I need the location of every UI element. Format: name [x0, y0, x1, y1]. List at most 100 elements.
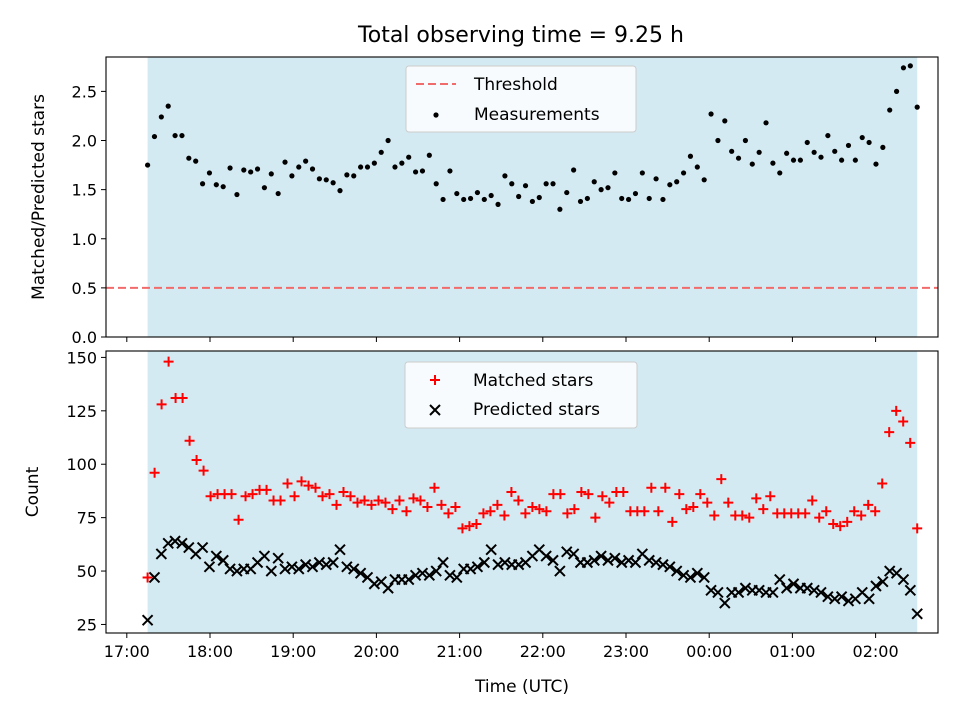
measurement-point — [364, 164, 371, 170]
predicted-star-point — [588, 554, 600, 567]
x-tick-label: 22:00 — [520, 642, 566, 661]
predicted-star-point — [677, 569, 690, 582]
legend: Matched stars Predicted stars — [404, 361, 638, 429]
matched-star-point — [457, 523, 468, 534]
x-tick-label: 20:00 — [353, 642, 399, 661]
predicted-star-point — [231, 565, 243, 577]
matched-star-point — [527, 501, 538, 512]
matched-star-point — [737, 510, 748, 521]
predicted-star-point — [279, 563, 291, 575]
matched-star-point — [177, 393, 188, 403]
measurement-point — [172, 132, 178, 139]
matched-star-point — [401, 506, 412, 517]
matched-star-point — [583, 489, 594, 500]
matched-star-point — [142, 572, 153, 583]
predicted-star-point — [829, 593, 841, 605]
predicted-star-point — [203, 561, 216, 573]
predicted-star-point — [478, 556, 491, 569]
matched-star-point — [436, 499, 447, 510]
measurement-point — [735, 155, 742, 161]
measurement-point — [385, 137, 391, 144]
predicted-star-point — [705, 584, 717, 596]
matched-star-point — [289, 491, 300, 502]
legend: Threshold Measurements — [405, 65, 637, 133]
measurement-point — [701, 177, 707, 183]
x-tick-label: 00:00 — [686, 642, 732, 661]
predicted-star-point — [863, 593, 875, 605]
matched-star-point — [639, 506, 650, 517]
predicted-star-point — [691, 567, 704, 579]
measurement-point — [151, 133, 158, 140]
measurement-point — [790, 157, 797, 163]
matched-star-point — [163, 356, 174, 367]
matched-star-point — [604, 497, 615, 508]
measurement-point — [495, 201, 501, 207]
predicted-star-point — [499, 556, 511, 569]
matched-star-point — [387, 504, 398, 515]
measurement-point — [392, 164, 398, 170]
measurement-point — [571, 167, 577, 173]
predicted-star-point — [595, 550, 607, 562]
matched-star-point — [905, 437, 916, 448]
matched-star-point — [744, 512, 755, 523]
measurement-point — [873, 161, 879, 167]
predicted-star-point — [767, 586, 779, 599]
x-tick-label: 23:00 — [603, 642, 649, 661]
measurement-point — [626, 196, 632, 203]
matched-star-point — [149, 467, 160, 478]
y-axis-label: Count — [23, 466, 43, 517]
legend-box — [404, 361, 638, 429]
predicted-star-point — [341, 561, 353, 573]
measurement-point — [220, 184, 226, 190]
measurement-point — [206, 170, 213, 176]
matched-star-point — [443, 508, 454, 519]
predicted-star-point — [581, 556, 594, 569]
matched-star-point — [345, 491, 356, 502]
y-tick-label: 1.0 — [72, 230, 97, 249]
predicted-star-point — [155, 548, 168, 560]
predicted-star-point — [712, 586, 724, 599]
legend-matched-marker — [430, 375, 440, 385]
measurement-point — [543, 181, 549, 187]
predicted-star-point — [616, 556, 628, 569]
y-tick-label: 125 — [66, 402, 97, 421]
x-axis-label: Time (UTC) — [474, 677, 569, 697]
matched-star-point — [898, 416, 909, 427]
legend-measurement-marker — [433, 112, 439, 118]
predicted-star-point — [870, 580, 882, 592]
measurement-point — [268, 171, 274, 177]
matched-star-point — [660, 482, 671, 493]
y-tick-label: 1.5 — [72, 181, 97, 200]
measurement-point — [316, 176, 322, 182]
y-tick-label: 0.0 — [72, 328, 97, 347]
measurement-point — [639, 170, 645, 176]
predicted-star-point — [609, 552, 621, 564]
y-tick-label: 150 — [66, 348, 97, 367]
matched-star-point — [856, 510, 867, 521]
measurement-point — [351, 173, 357, 179]
top-axes: 0.0 0.5 1.0 1.5 2.0 2.5 Matched/Predicted star… — [29, 56, 939, 347]
predicted-star-point — [272, 552, 284, 564]
matched-star-point — [429, 482, 440, 493]
predicted-star-point — [430, 565, 442, 577]
measurement-point — [440, 196, 446, 203]
measurement-point — [859, 134, 865, 141]
predicted-star-point — [162, 537, 174, 549]
predicted-star-point — [485, 543, 497, 556]
legend-matched-label: Matched stars — [473, 371, 593, 391]
matched-star-point — [275, 495, 286, 506]
measurement-point — [825, 132, 831, 139]
predicted-star-point — [313, 556, 326, 569]
predicted-star-point — [822, 590, 834, 603]
matched-star-point — [415, 495, 426, 506]
measurement-point — [481, 196, 487, 203]
matched-star-point — [674, 489, 685, 500]
measurement-point — [261, 185, 268, 191]
matched-star-point — [618, 487, 629, 497]
matched-star-point — [590, 512, 601, 523]
measurement-point — [447, 168, 453, 174]
measurement-point — [839, 157, 845, 163]
measurement-point — [729, 148, 735, 154]
matched-star-point — [247, 489, 258, 500]
